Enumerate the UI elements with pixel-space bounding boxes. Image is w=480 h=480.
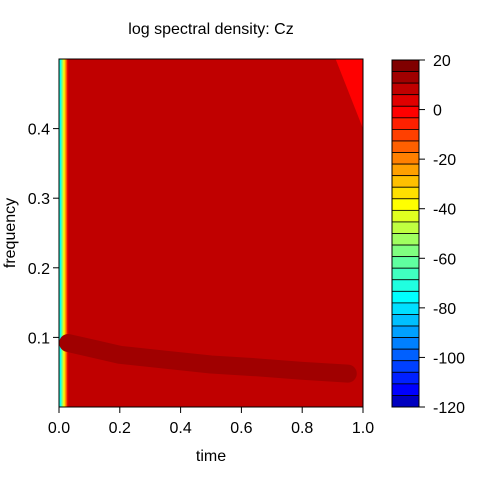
x-axis-label: time — [196, 448, 226, 465]
corner-region — [335, 59, 363, 129]
colorbar-swatch — [391, 290, 420, 304]
colorbar-swatch — [391, 175, 420, 188]
colorbar-swatch — [391, 209, 420, 223]
colorbar-swatch — [391, 383, 420, 396]
colorbar-tick-label: -100 — [433, 350, 465, 367]
colorbar-swatch — [391, 371, 420, 385]
colorbar-swatch — [391, 337, 420, 350]
edge-stripe — [59, 59, 61, 407]
x-tick-label: 0.6 — [230, 420, 252, 437]
plot-area — [59, 59, 363, 407]
colorbar-swatch — [391, 71, 420, 84]
colorbar-swatch — [391, 279, 420, 292]
colorbar-swatch — [391, 152, 420, 165]
x-tick-label: 0.4 — [169, 420, 191, 437]
x-tick-label: 0.0 — [48, 420, 70, 437]
colorbar-swatch — [391, 59, 420, 72]
colorbar-tick-label: -40 — [433, 202, 456, 219]
colorbar-swatch — [391, 302, 420, 315]
y-tick-label: 0.1 — [28, 330, 50, 347]
y-tick-label: 0.3 — [28, 191, 50, 208]
edge-stripe — [61, 59, 63, 407]
colorbar-swatch — [391, 128, 420, 142]
edge-stripe — [64, 59, 66, 407]
colorbar-swatch — [391, 186, 420, 200]
chart-title: log spectral density: Cz — [128, 21, 293, 38]
y-axis-label: frequency — [2, 198, 19, 268]
colorbar-swatch — [391, 360, 420, 373]
colorbar-frame — [391, 59, 420, 408]
colorbar-tick-label: -20 — [433, 152, 456, 169]
colorbar-swatch — [391, 267, 420, 281]
colorbar: 20 0 -20 -40 -60 -80 -100 -120 — [391, 53, 465, 417]
colorbar-swatch — [391, 256, 420, 269]
x-tick-label: 0.2 — [109, 420, 131, 437]
x-axis: 0.0 0.2 0.4 0.6 0.8 1.0 — [48, 406, 374, 437]
edge-stripe — [66, 59, 68, 407]
colorbar-swatch — [391, 82, 420, 96]
colorbar-swatch — [391, 117, 420, 130]
x-tick-label: 0.8 — [291, 420, 313, 437]
y-axis: 0.1 0.2 0.3 0.4 — [28, 59, 60, 407]
ridge-contour — [59, 334, 357, 383]
colorbar-tick-label: -60 — [433, 251, 456, 268]
colorbar-tick-label: -80 — [433, 301, 456, 318]
y-tick-label: 0.2 — [28, 261, 50, 278]
edge-stripe — [62, 59, 64, 407]
edge-stripe — [60, 59, 63, 407]
colorbar-swatch — [391, 314, 420, 327]
colorbar-swatch — [391, 221, 420, 234]
colorbar-swatch — [391, 395, 420, 408]
colorbar-tick-label: -120 — [433, 400, 465, 417]
edge-stripe — [63, 59, 65, 407]
colorbar-swatch — [391, 94, 420, 107]
colorbar-swatch — [391, 140, 420, 153]
edge-stripe — [59, 59, 62, 407]
edge-stripe — [67, 59, 69, 407]
colorbar-tick-label: 20 — [433, 53, 451, 70]
colorbar-swatch — [391, 244, 420, 258]
colorbar-swatch — [391, 348, 420, 362]
colorbar-tick-label: 0 — [433, 103, 442, 120]
colorbar-swatch — [391, 163, 420, 177]
edge-stripe — [65, 59, 67, 407]
colorbar-swatch — [391, 105, 420, 119]
colorbar-swatch — [391, 325, 420, 338]
y-tick-label: 0.4 — [28, 122, 50, 139]
colorbar-swatch — [391, 233, 420, 246]
x-tick-label: 1.0 — [352, 420, 374, 437]
colorbar-swatch — [391, 198, 420, 211]
